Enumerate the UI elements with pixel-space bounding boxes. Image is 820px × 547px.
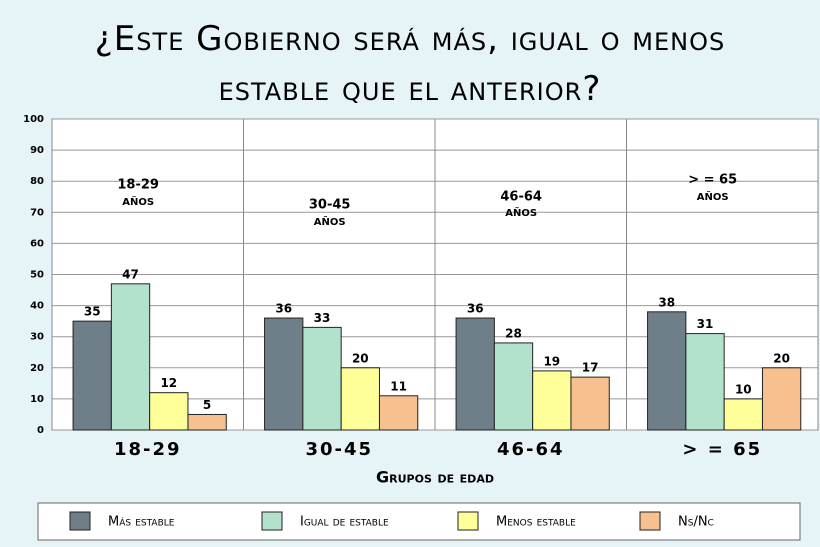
bar <box>188 414 226 430</box>
value-label: 28 <box>505 326 522 340</box>
legend-label: Igual de estable <box>300 515 389 530</box>
age-annotation: 18-29 <box>117 178 159 193</box>
bar <box>762 368 800 430</box>
bar <box>686 334 724 430</box>
y-tick-label: 100 <box>23 114 44 125</box>
value-label: 38 <box>658 295 675 309</box>
bar <box>533 371 571 430</box>
legend-label: Más estable <box>108 515 175 530</box>
y-tick-label: 10 <box>30 394 44 405</box>
legend-swatch <box>640 512 660 530</box>
bar <box>571 377 609 430</box>
value-label: 17 <box>582 361 599 375</box>
legend-swatch <box>458 512 478 530</box>
bar <box>494 343 532 430</box>
y-tick-label: 20 <box>30 363 44 374</box>
value-label: 47 <box>122 267 139 281</box>
y-tick-label: 40 <box>30 301 44 312</box>
value-label: 35 <box>84 305 101 319</box>
chart-title: ¿Este Gobierno será más, igual o menos e… <box>60 14 760 114</box>
age-annotation: 30-45 <box>309 198 351 213</box>
y-tick-label: 60 <box>30 238 44 249</box>
age-annotation-sub: AÑOS <box>314 215 346 228</box>
y-tick-label: 80 <box>30 176 44 187</box>
bar <box>724 399 762 430</box>
page: 0 10 20 30 40 50 60 70 80 90 100 18-29 18-29 AÑOS 35 47… <box>0 0 820 547</box>
value-label: 20 <box>773 351 790 365</box>
age-annotation: > = 65 <box>688 173 737 188</box>
y-tick-label: 90 <box>30 145 44 156</box>
value-label: 36 <box>467 302 484 316</box>
x-tick-label: 30-45 <box>305 439 373 460</box>
x-tick-label: 18-29 <box>114 439 182 460</box>
value-label: 12 <box>160 376 177 390</box>
value-label: 36 <box>275 302 292 316</box>
bar <box>111 284 149 430</box>
value-label: 31 <box>697 317 714 331</box>
x-tick-label: 46-64 <box>497 439 565 460</box>
age-annotation-sub: AÑOS <box>122 195 154 208</box>
bar <box>150 393 188 430</box>
value-label: 19 <box>543 354 560 368</box>
bar <box>341 368 379 430</box>
value-label: 11 <box>390 379 407 393</box>
value-label: 5 <box>203 398 211 412</box>
bar <box>303 327 341 430</box>
y-tick-label: 0 <box>37 425 44 436</box>
age-annotation-sub: AÑOS <box>697 190 729 203</box>
value-label: 10 <box>735 382 752 396</box>
y-tick-label: 50 <box>30 270 44 281</box>
bar <box>265 318 303 430</box>
age-annotation-sub: AÑOS <box>505 206 537 219</box>
value-label: 33 <box>314 311 331 325</box>
age-annotation: 46-64 <box>500 190 542 205</box>
x-tick-label: > = 65 <box>682 439 762 460</box>
legend-swatch <box>70 512 90 530</box>
value-label: 20 <box>352 351 369 365</box>
legend-swatch <box>262 512 282 530</box>
legend-label: Menos estable <box>496 515 576 530</box>
bar <box>73 321 111 430</box>
bar <box>648 312 686 430</box>
x-axis-label: Grupos de edad <box>376 468 494 487</box>
y-tick-label: 30 <box>30 332 44 343</box>
y-tick-label: 70 <box>30 207 44 218</box>
legend-label: Ns/Nc <box>678 515 714 530</box>
bar <box>379 396 417 430</box>
bar <box>456 318 494 430</box>
